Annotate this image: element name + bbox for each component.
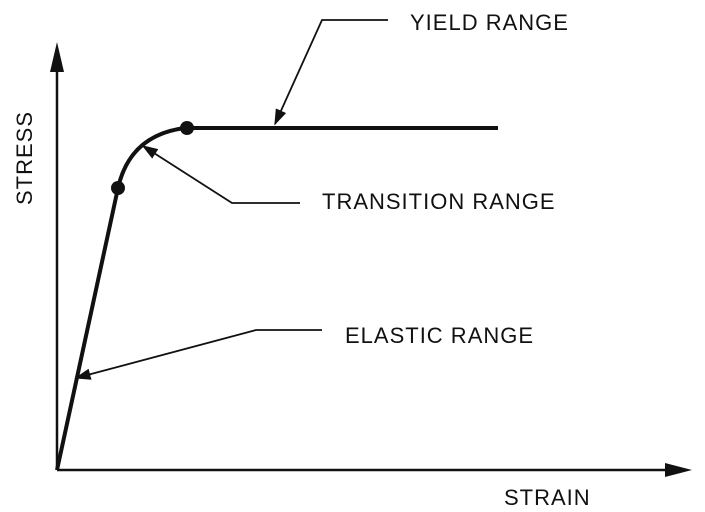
transition-label: TRANSITION RANGE [322, 189, 556, 214]
proportional-limit-point [111, 181, 125, 195]
transition-leader [141, 145, 300, 204]
y-axis-label: STRESS [12, 111, 37, 205]
x-axis-arrow [665, 463, 692, 477]
stress-strain-curve [55, 126, 498, 471]
elastic-label: ELASTIC RANGE [345, 323, 534, 348]
yield-leader [274, 19, 388, 126]
elastic-leader [74, 329, 322, 380]
x-axis-label: STRAIN [504, 485, 591, 510]
yield-point [180, 121, 194, 135]
yield-label: YIELD RANGE [410, 10, 569, 35]
y-axis-arrow [50, 42, 64, 72]
